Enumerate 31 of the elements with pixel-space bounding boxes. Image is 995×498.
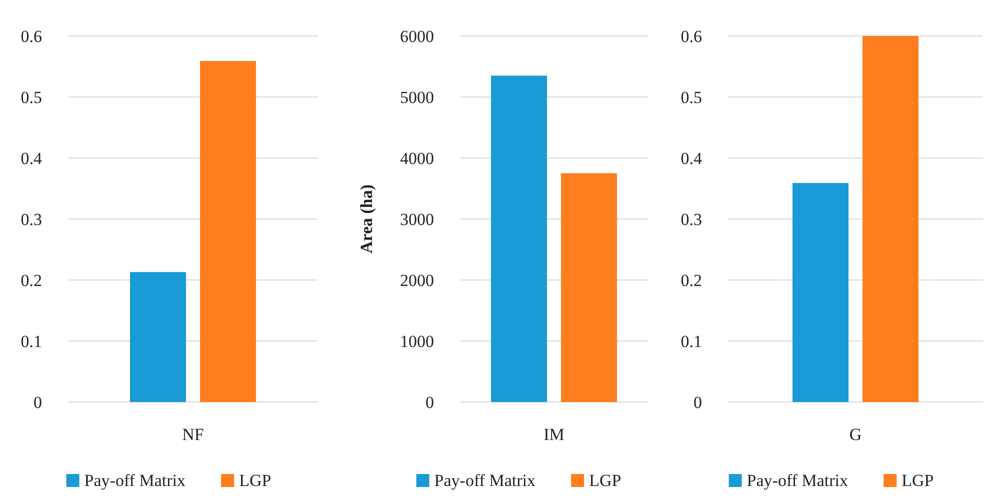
- y-tick-label: 0.4: [680, 148, 702, 168]
- y-tick-label: 0: [426, 392, 434, 412]
- legend-label: Pay-off Matrix: [84, 471, 186, 490]
- x-tick-label: G: [849, 425, 862, 444]
- y-tick-label: 0.5: [680, 88, 702, 107]
- y-tick-label: 0: [34, 392, 42, 412]
- y-tick-label: 0.1: [680, 332, 702, 351]
- y-tick-label: 0.4: [20, 148, 42, 168]
- y-tick-label: 0.3: [20, 210, 42, 229]
- y-tick-label: 3000: [400, 210, 434, 229]
- x-tick-label: NF: [182, 425, 204, 444]
- y-tick-label: 0.3: [680, 210, 702, 229]
- y-tick-label: 0: [694, 392, 702, 412]
- y-tick-label: 2000: [400, 270, 434, 290]
- y-tick-label: 5000: [400, 88, 434, 107]
- legend-label: LGP: [902, 471, 934, 490]
- y-tick-label: 1000: [400, 332, 434, 351]
- y-tick-label: 0.1: [20, 332, 42, 351]
- y-tick-label: 4000: [400, 148, 434, 168]
- y-tick-label: 0.2: [680, 270, 702, 290]
- legend-label: LGP: [589, 471, 622, 490]
- legend-label: Pay-off Matrix: [746, 471, 848, 490]
- x-tick-label: IM: [544, 425, 564, 444]
- y-tick-label: 0.6: [20, 26, 42, 46]
- y-tick-label: 0.2: [20, 270, 42, 290]
- y-tick-label: 0.5: [20, 88, 42, 107]
- y-axis-title: Area (ha): [357, 184, 376, 254]
- legend-label: Pay-off Matrix: [434, 471, 536, 490]
- y-tick-label: 6000: [400, 26, 434, 46]
- legend-label: LGP: [239, 471, 272, 490]
- y-tick-label: 0.6: [680, 26, 702, 46]
